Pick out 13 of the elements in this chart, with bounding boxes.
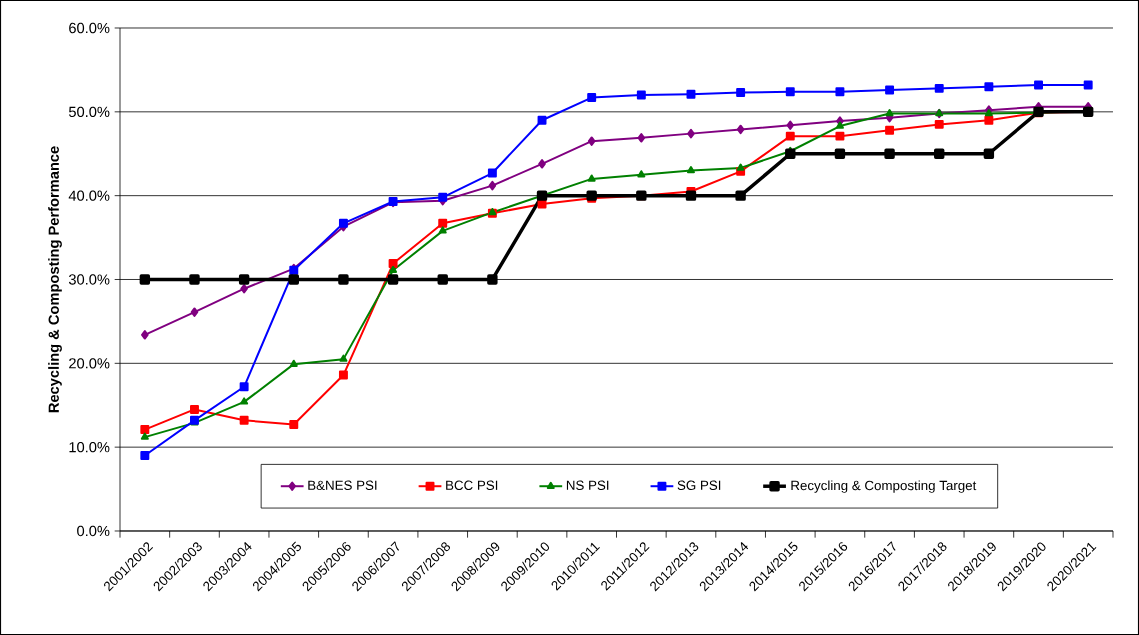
y-axis-title: Recycling & Composting Performance: [48, 146, 62, 413]
legend-label: SG PSI: [677, 480, 721, 490]
y-tick-label: 20.0%: [69, 358, 110, 369]
legend-label: B&NES PSI: [308, 480, 377, 490]
y-tick-label: 0.0%: [77, 525, 110, 537]
y-tick-label: 30.0%: [68, 274, 110, 285]
y-tick-label: 60.0%: [69, 22, 110, 34]
legend-label: NS PSI: [566, 480, 609, 490]
y-tick-label: 50.0%: [68, 106, 110, 118]
y-tick-label: 10.0%: [69, 441, 110, 453]
legend-label: Recycling & Composting Target: [791, 480, 977, 493]
legend-label: BCC PSI: [446, 480, 498, 490]
y-tick-label: 40.0%: [68, 190, 110, 201]
